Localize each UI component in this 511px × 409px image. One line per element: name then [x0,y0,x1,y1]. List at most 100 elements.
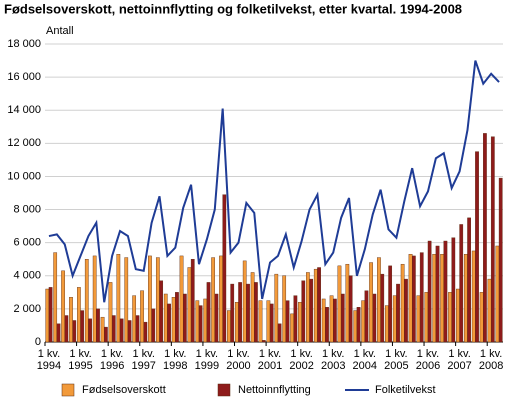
x-tick-label: 1 kv. 2004 [352,348,378,372]
bar [463,254,468,343]
bar [132,295,137,343]
y-tick-label: 2 000 [13,303,41,315]
bar [408,254,413,343]
bar [467,217,471,343]
bar [348,275,353,343]
bar [230,283,235,343]
bar [104,326,108,343]
bar [282,275,287,343]
bar [427,240,432,343]
bar [495,245,500,343]
bar [285,300,290,343]
bar [396,283,400,343]
y-tick-label: 16 000 [7,71,41,83]
bar [69,297,73,343]
bar [432,254,437,343]
y-tick-label: 10 000 [7,170,41,182]
bar [111,315,116,343]
bar [254,282,258,343]
bar [140,290,144,343]
bar [440,254,444,343]
bar [490,136,495,343]
bar [435,245,440,343]
y-tick-label: 6 000 [13,237,41,249]
bar [116,254,121,343]
bar [127,320,132,343]
bar [64,315,69,343]
x-tick-label: 1 kv. 2008 [478,348,504,372]
bar [274,273,279,343]
bar [219,255,223,343]
bar [238,282,242,343]
bar [56,323,61,343]
bar [306,272,310,343]
chart-title: Fødselsoverskott, nettoinnflytting og fo… [4,1,462,16]
bar [135,315,140,343]
x-tick-label: 1 kv. 2001 [257,348,283,372]
y-axis-label: Antall [46,25,74,37]
bar [163,293,168,343]
legend-label: Fødselsoverskott [82,384,166,396]
bar [198,305,203,343]
bar [206,282,211,343]
bar [187,267,192,343]
bar [48,287,53,343]
x-tick-label: 1 kv. 1998 [163,348,188,372]
bar [167,303,171,343]
x-tick-label: 1 kv. 1997 [131,348,156,372]
bar [298,302,302,343]
bar [380,273,385,343]
bar [84,259,89,343]
bar [404,278,408,343]
bar [325,307,329,343]
bar [258,300,263,343]
bar [388,265,393,343]
bar [400,263,405,343]
bar [246,283,250,343]
bar [80,310,85,343]
bar [261,340,266,343]
bar [313,268,318,343]
bar [190,259,195,343]
bar [333,298,337,343]
bar [290,313,294,343]
y-tick-label: 18 000 [7,38,41,50]
x-tick-label: 1 kv. 2005 [384,348,409,372]
bar [392,295,397,343]
bar [242,260,247,343]
bar [234,302,239,343]
bar [364,290,369,343]
bar [293,295,298,343]
bar [498,177,503,343]
bar [182,293,187,343]
bar [100,316,105,343]
x-tick-label: 1 kv. 1994 [36,348,62,372]
bar [148,255,152,343]
legend-label: Nettoinnflytting [238,384,311,396]
bar [448,292,452,343]
legend-swatch [61,383,75,397]
bar [451,237,456,343]
bar [329,295,334,343]
bar [175,292,179,343]
bar [151,308,156,343]
bar [72,320,77,343]
bar [124,257,129,343]
bar [459,224,464,343]
bar [77,287,81,343]
bar [475,151,479,343]
x-tick-label: 1 kv. 2000 [226,348,251,372]
y-tick-label: 0 [35,336,41,348]
bar [369,262,373,343]
x-tick-label: 1 kv. 1995 [68,348,93,372]
bar [92,255,97,343]
bar [487,278,492,343]
bar [384,305,389,343]
legend-swatch [217,383,231,397]
bar [143,321,148,343]
bar [353,310,358,343]
bar [483,133,487,343]
bar [214,293,219,343]
bar [155,257,160,343]
